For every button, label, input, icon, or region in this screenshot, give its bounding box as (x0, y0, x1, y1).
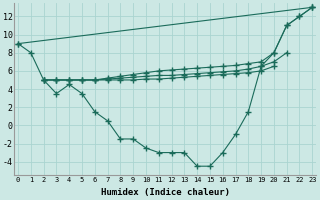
X-axis label: Humidex (Indice chaleur): Humidex (Indice chaleur) (101, 188, 230, 197)
